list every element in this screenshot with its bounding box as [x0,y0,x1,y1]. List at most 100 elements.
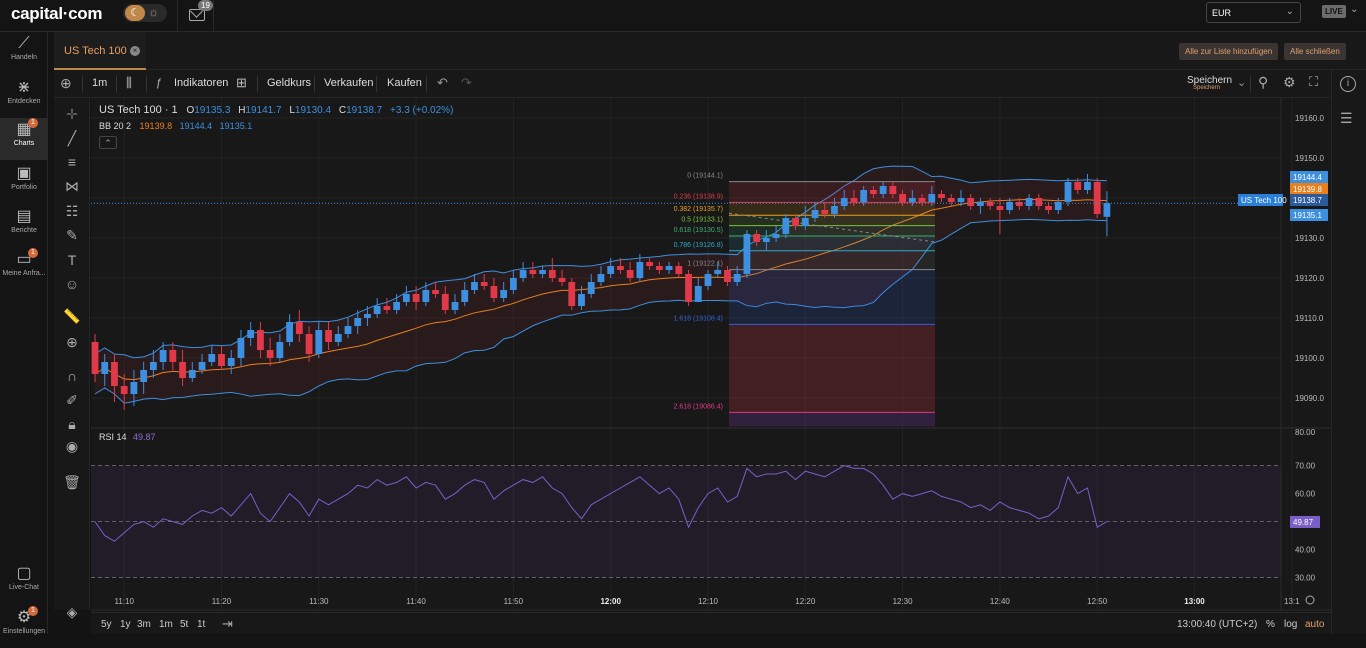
candle-type-icon[interactable]: ⫼ [126,75,132,90]
nav-item-live-chat[interactable]: ▢ Live-Chat [0,562,48,604]
info-icon[interactable]: i [1340,76,1356,92]
buy-button[interactable]: Kaufen [387,77,422,89]
price-axis-label: 19160.0 [1295,114,1324,123]
rsi-value-tag: 49.87 [1293,518,1314,527]
range-1y[interactable]: 1y [120,619,131,630]
nav-item-meine-anfra[interactable]: ▭ Meine Anfra... 1 [0,248,48,290]
collapse-legend-button[interactable]: ⌃ [99,136,117,149]
eye-icon[interactable]: ◉ [65,438,79,454]
crosshair-icon[interactable]: ✛ [66,106,78,122]
messages-button[interactable]: 19 [177,0,214,32]
candle-body [1084,182,1091,190]
auto-scale-toggle[interactable]: auto [1305,619,1325,630]
candle-body [685,274,692,302]
range-5y[interactable]: 5y [101,619,112,630]
fib-tool-icon[interactable]: ☷ [65,203,79,219]
nav-item-entdecken[interactable]: ⋇ Entdecken [0,76,48,118]
candle-body [548,270,556,278]
redo-icon[interactable]: ↷ [461,75,472,90]
text-tool-icon[interactable]: T [67,252,77,268]
layout-grid-icon[interactable]: ⊞ [236,75,247,90]
log-scale-toggle[interactable]: log [1284,619,1298,630]
candle-body [227,358,235,366]
candle-body [188,370,196,378]
candle-body [626,270,634,278]
candle-body [120,386,128,394]
candle-body [91,342,99,374]
clock-readout[interactable]: 13:00:40 (UTC+2) [1177,619,1258,630]
candle-body [1006,202,1014,210]
fib-level-label: 1.618 (19108.4) [674,315,723,322]
time-axis-label: 11:40 [406,597,426,606]
add-symbol-icon[interactable]: ⊕ [60,75,72,91]
close-value: 19138.7 [346,105,383,116]
bid-button[interactable]: Geldkurs [267,77,312,89]
symbol-price-tag-bg [1238,194,1283,206]
lock-icon[interactable]: 🔒︎ [68,416,76,432]
pattern-icon[interactable]: ⋈ [65,178,79,194]
range-1t[interactable]: 1t [197,619,206,630]
nav-badge: 1 [28,606,38,616]
candle-body [743,234,751,274]
gear-icon[interactable]: ⚙ [1283,74,1296,90]
gear-icon: ⚙ [16,609,32,626]
close-all-button[interactable]: Alle schließen [1284,43,1346,60]
bollinger-lower-line [94,218,1107,404]
list-icon[interactable]: ☰ [1340,110,1353,126]
undo-icon[interactable]: ↶ [437,75,448,90]
zoom-in-icon[interactable]: ⊕ [66,334,78,350]
tab-label: US Tech 100 [64,45,127,57]
candle-body [1054,202,1062,210]
candle-body [159,350,167,362]
network-icon: ⋇ [17,79,31,96]
indicators-button[interactable]: Indikatoren [174,77,229,89]
trash-icon[interactable]: 🗑︎ [63,474,81,490]
sell-button[interactable]: Verkaufen [324,77,374,89]
logo[interactable]: capital·com [11,4,103,23]
candle-body [393,302,401,310]
save-button[interactable]: Speichern [1187,75,1233,86]
zoom-icon[interactable]: ⚲ [1258,74,1269,90]
chart-toolbar: ⊕ 1m ⫼ ƒ Indikatoren ⊞ Geldkurs Verkaufe… [54,70,1331,98]
calendar-icon[interactable]: ⇥ [222,616,233,631]
magnet-icon[interactable]: ∩ [66,368,78,384]
percent-scale-toggle[interactable]: % [1266,619,1275,630]
tab-us-tech-100[interactable]: US Tech 100 × [54,32,146,70]
candle-body [753,234,761,242]
close-icon[interactable]: × [130,46,140,56]
horizontal-lines-icon[interactable]: ≡ [67,154,77,170]
nav-item-handeln[interactable]: ⟋ Handeln [0,32,48,74]
nav-label: Entdecken [7,98,41,105]
range-3m[interactable]: 3m [137,619,151,630]
candle-body [957,198,965,202]
candle-body [364,314,371,318]
chevron-down-icon[interactable]: ⌄ [1237,77,1247,89]
ruler-icon[interactable]: 📏 [63,308,81,324]
chevron-down-icon[interactable]: ⌄ [1350,4,1359,15]
chart-canvas[interactable]: 0 (19144.1) 0.236 (19138.9) 0.382 (19135.7… [91,98,1331,634]
account-mode-badge[interactable]: LIVE [1322,5,1346,18]
change-value: +3.3 (+0.02%) [390,105,454,116]
chart-area[interactable]: 0 (19144.1) 0.236 (19138.9) 0.382 (19135.7… [91,98,1331,634]
bollinger-middle-line [94,198,1107,381]
layers-icon[interactable]: ◈ [66,604,78,620]
last-price-tag-bg [1290,194,1328,206]
interval-select[interactable]: 1m [92,77,108,89]
lock-drawings-icon[interactable]: ✐ [66,392,78,408]
rsi-value: 49.87 [133,432,156,442]
nav-item-portfolio[interactable]: ▣ Portfolio [0,162,48,204]
emoji-icon[interactable]: ☺ [64,276,80,292]
chat-icon: ▢ [16,565,32,582]
fullscreen-icon[interactable]: ⛶ [1309,74,1319,89]
currency-select[interactable]: EUR ⌄ [1206,2,1301,23]
trendline-icon[interactable]: ╱ [67,130,77,146]
nav-item-einstellungen[interactable]: ⚙ Einstellungen 1 [0,606,48,648]
brush-icon[interactable]: ✎ [66,227,78,243]
time-axis-label: 11:30 [309,597,329,606]
nav-item-charts[interactable]: ▦ Charts 1 [0,118,48,160]
nav-item-berichte[interactable]: ▤ Berichte [0,205,48,247]
range-5t[interactable]: 5t [180,619,189,630]
range-1m[interactable]: 1m [159,619,173,630]
theme-toggle[interactable]: ☾ ☼ [123,4,167,22]
add-all-to-list-button[interactable]: Alle zur Liste hinzufügen [1179,43,1279,60]
